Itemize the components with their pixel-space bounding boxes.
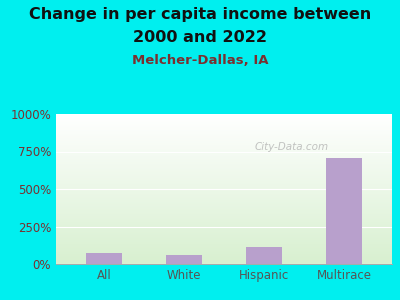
Bar	[246, 247, 282, 264]
Text: City-Data.com: City-Data.com	[254, 142, 328, 152]
Bar	[166, 255, 202, 264]
Bar	[326, 158, 362, 264]
Text: 2000 and 2022: 2000 and 2022	[133, 30, 267, 45]
Bar	[86, 253, 122, 264]
Text: Change in per capita income between: Change in per capita income between	[29, 8, 371, 22]
Text: Melcher-Dallas, IA: Melcher-Dallas, IA	[132, 54, 268, 67]
